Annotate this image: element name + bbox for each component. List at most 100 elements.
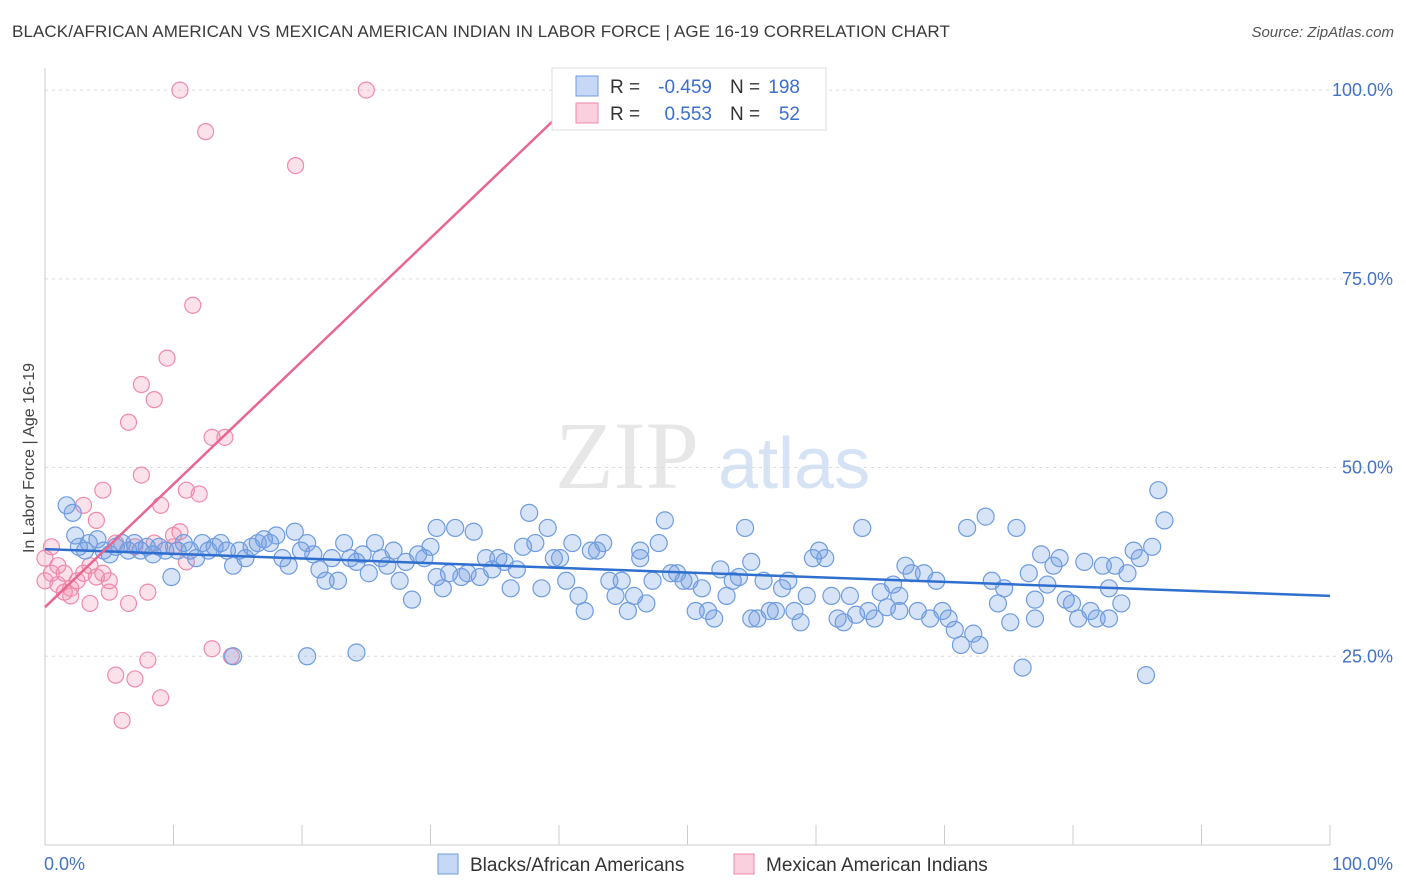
blue-point	[933, 601, 952, 621]
blue-point	[816, 549, 835, 568]
blue-point	[742, 609, 761, 628]
blue-point	[335, 533, 354, 553]
y-tick-label-100: 100.0%	[1332, 80, 1393, 100]
blue-point	[174, 533, 193, 553]
blue-point	[1019, 564, 1038, 583]
blue-point	[1093, 556, 1112, 575]
blue-point	[766, 601, 786, 621]
pink-point	[171, 523, 189, 541]
blue-point	[507, 560, 526, 579]
pink-point	[113, 711, 131, 730]
correlation-legend: R = -0.459 N = 198 R = 0.553 N = 52	[551, 67, 827, 131]
blue-point	[162, 567, 181, 587]
pink-point	[203, 428, 221, 446]
blue-point	[859, 601, 878, 621]
pink-point	[139, 583, 157, 601]
legend-blue-r-value: -0.459	[658, 77, 712, 98]
blue-point	[310, 560, 329, 579]
blue-point	[1118, 564, 1137, 583]
blue-point	[1124, 541, 1143, 560]
blue-point	[760, 601, 779, 621]
blue-point	[557, 571, 576, 590]
pink-point	[62, 587, 80, 605]
blue-point	[964, 624, 983, 643]
pink-point	[132, 375, 150, 394]
blue-point	[384, 541, 403, 560]
axes	[44, 68, 1331, 846]
blue-point	[995, 579, 1014, 598]
watermark-atlas: atlas	[718, 424, 870, 504]
blue-point	[421, 537, 440, 556]
legend-blue-n-value: 198	[768, 77, 800, 98]
y-tick-labels: 25.0% 50.0% 75.0% 100.0%	[1332, 80, 1393, 666]
blue-point	[1149, 481, 1168, 500]
blue-point	[433, 579, 452, 598]
blue-point	[797, 586, 816, 605]
blue-point	[261, 533, 280, 553]
pink-point	[197, 123, 215, 141]
pink-point	[126, 670, 144, 688]
blue-point	[606, 586, 625, 605]
chart-title: BLACK/AFRICAN AMERICAN VS MEXICAN AMERIC…	[12, 22, 950, 41]
blue-point	[365, 533, 385, 553]
blue-point	[988, 594, 1008, 613]
blue-point	[717, 586, 736, 605]
blue-point	[1099, 609, 1119, 628]
blue-point	[569, 586, 588, 605]
blue-point	[279, 556, 298, 575]
blue-point	[631, 549, 650, 568]
blue-point	[532, 579, 551, 598]
blue-point	[1050, 549, 1069, 568]
blue-point	[1075, 552, 1094, 572]
blue-point	[359, 564, 378, 583]
blue-point	[587, 541, 607, 560]
blue-point	[501, 579, 520, 598]
pink-point	[152, 689, 170, 707]
blue-point	[446, 518, 465, 538]
legend-pink-r-label: R =	[610, 104, 640, 125]
blue-point	[526, 533, 545, 553]
blue-point	[735, 518, 755, 538]
blue-point	[1013, 658, 1032, 677]
blue-point	[1001, 613, 1020, 632]
blue-point	[822, 586, 841, 605]
blue-point	[538, 518, 557, 538]
blue-point	[612, 571, 631, 590]
pink-point	[184, 296, 202, 314]
bottom-legend-pink-label: Mexican American Indians	[766, 855, 988, 876]
blue-point	[236, 549, 255, 568]
x-tick-label-max: 100.0%	[1332, 854, 1393, 874]
blue-point	[976, 507, 995, 526]
blue-point	[945, 620, 964, 639]
blue-point	[637, 594, 656, 613]
blue-point	[594, 533, 613, 553]
legend-pink-swatch	[575, 102, 599, 124]
blue-point	[643, 571, 662, 590]
pink-point	[119, 413, 138, 431]
bottom-legend-blue-swatch	[437, 853, 459, 875]
blue-point	[267, 526, 286, 545]
blue-point	[476, 549, 496, 568]
blue-point	[958, 518, 977, 538]
pink-point	[94, 481, 112, 499]
blue-point	[353, 545, 372, 564]
blue-point	[896, 556, 915, 575]
legend-pink-r-value: 0.553	[664, 104, 712, 125]
blue-point	[840, 586, 860, 605]
blue-point	[951, 635, 971, 655]
blue-point	[390, 571, 409, 590]
blue-point	[464, 522, 483, 541]
pink-point	[49, 557, 67, 575]
blue-point	[939, 609, 958, 628]
blue-point	[328, 571, 348, 590]
source-label: Source: ZipAtlas.com	[1251, 24, 1394, 41]
pink-point	[87, 511, 106, 529]
blue-point	[211, 533, 230, 553]
pink-point	[42, 538, 61, 556]
pink-point	[36, 572, 54, 590]
legend-blue-n-label: N =	[730, 77, 760, 98]
blue-point	[316, 571, 335, 590]
blue-point	[1130, 549, 1149, 568]
blue-point	[729, 567, 749, 587]
blue-point	[631, 541, 650, 560]
